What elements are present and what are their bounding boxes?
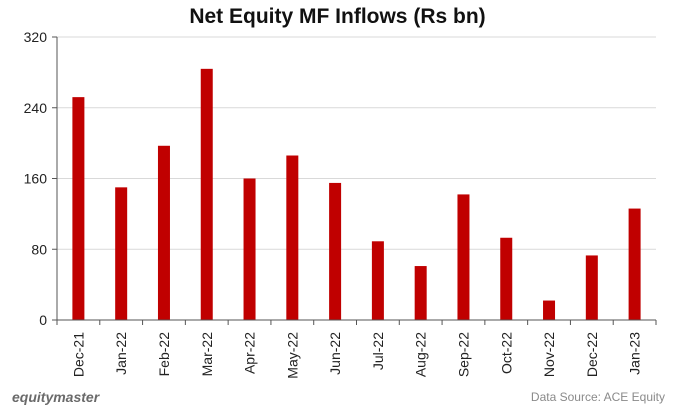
y-tick-label: 240 [24, 100, 48, 116]
bar-jun-22 [329, 182, 342, 320]
x-tick-label: Nov-22 [541, 332, 557, 377]
data-source: Data Source: ACE Equity [530, 390, 665, 404]
x-tick-label: Aug-22 [413, 332, 429, 377]
y-tick-label: 80 [31, 241, 47, 257]
x-tick-label: Jun-22 [327, 332, 343, 375]
bar-aug-22 [414, 266, 427, 320]
y-tick-label: 320 [24, 29, 48, 45]
x-tick-label: Dec-21 [70, 332, 86, 377]
bar-jan-22 [115, 187, 128, 320]
x-tick-label: Dec-22 [584, 332, 600, 377]
x-tick-label: Feb-22 [156, 332, 172, 377]
bar-nov-22 [543, 300, 556, 320]
y-tick-label: 160 [24, 171, 48, 187]
x-tick-label: Jul-22 [370, 332, 386, 370]
bar-mar-22 [200, 68, 213, 321]
x-tick-label: Jan-23 [627, 332, 643, 375]
bar-jan-23 [628, 208, 641, 320]
chart-title: Net Equity MF Inflows (Rs bn) [189, 5, 486, 28]
x-tick-label: Oct-22 [498, 332, 514, 374]
x-tick-label: May-22 [284, 332, 300, 379]
bar-apr-22 [243, 178, 256, 320]
bar-sep-22 [457, 194, 470, 320]
x-tick-label: Sep-22 [455, 332, 471, 377]
bar-may-22 [286, 155, 299, 320]
bar-dec-22 [585, 255, 598, 320]
x-tick-label: Jan-22 [113, 332, 129, 375]
bar-jul-22 [371, 241, 384, 320]
x-tick-label: Mar-22 [199, 332, 215, 377]
x-tick-label: Apr-22 [242, 332, 258, 374]
bar-dec-21 [72, 97, 85, 320]
bar-feb-22 [157, 145, 170, 320]
y-tick-label: 0 [39, 312, 47, 328]
brand-logo: equitymaster [12, 389, 100, 405]
bar-oct-22 [500, 237, 513, 320]
